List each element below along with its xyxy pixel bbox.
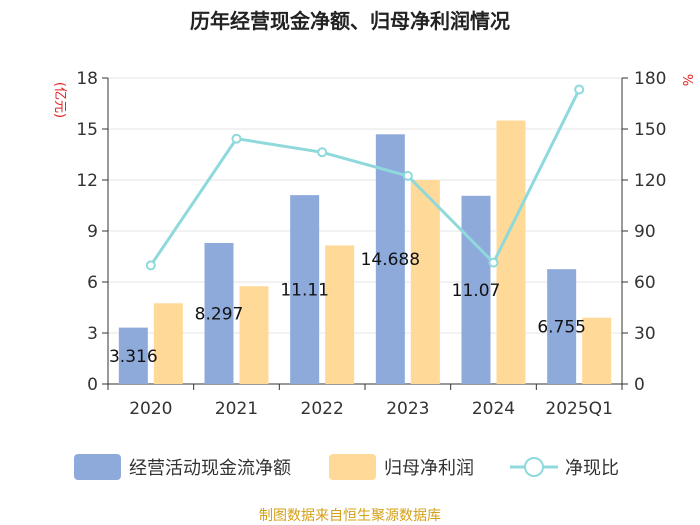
legend-swatch-ratio-marker <box>524 457 544 477</box>
legend-label-net-profit: 归母净利润 <box>384 458 474 479</box>
x-axis-tick-label: 2024 <box>472 399 515 419</box>
right-axis-tick-label: 60 <box>634 273 656 293</box>
legend-swatch-net-profit <box>329 454 376 480</box>
bars <box>118 120 612 384</box>
left-axis-tick-label: 9 <box>87 222 98 242</box>
bar-operating-cashflow <box>461 195 491 384</box>
x-axis-tick-label: 2020 <box>129 399 172 419</box>
data-label: 11.11 <box>280 281 329 301</box>
ratio-line-point <box>488 257 499 268</box>
source-note: 制图数据来自恒生聚源数据库 <box>259 508 441 524</box>
left-axis-tick-label: 15 <box>76 120 98 140</box>
right-axis-tick-label: 30 <box>634 324 656 344</box>
bar-net-profit <box>496 120 526 384</box>
data-label: 11.07 <box>452 281 501 301</box>
chart-title: 历年经营现金净额、归母净利润情况 <box>190 9 510 33</box>
ratio-line <box>145 84 585 271</box>
legend: 经营活动现金流净额 归母净利润 净现比 <box>74 454 619 480</box>
legend-label-ratio: 净现比 <box>565 458 619 479</box>
right-axis-tick-label: 180 <box>634 69 666 89</box>
ratio-line-point <box>231 133 242 144</box>
data-label: 14.688 <box>361 250 420 270</box>
left-axis-tick-label: 0 <box>87 375 98 395</box>
gridlines <box>108 77 622 334</box>
ratio-line-point <box>317 147 328 158</box>
bar-net-profit <box>153 303 183 384</box>
left-axis-tick-label: 6 <box>87 273 98 293</box>
right-axis-tick-label: 0 <box>634 375 645 395</box>
data-label: 8.297 <box>195 304 244 324</box>
x-axis-tick-label: 2023 <box>386 399 429 419</box>
bar-operating-cashflow <box>290 195 320 384</box>
axes: 0 0 3 30 6 60 9 90 12 120 15 150 18 180 2020 2021 2022 20… <box>76 69 666 419</box>
x-axis-tick-label: 2021 <box>215 399 258 419</box>
ratio-line-point <box>574 84 585 95</box>
bar-net-profit <box>582 317 612 384</box>
left-axis-unit: (亿元) <box>52 82 67 118</box>
left-axis-tick-label: 3 <box>87 324 98 344</box>
data-labels: 3.316 8.297 11.11 14.688 11.07 6.755 <box>109 250 586 367</box>
left-axis-tick-label: 12 <box>76 171 98 191</box>
bar-operating-cashflow <box>547 269 577 384</box>
legend-label-operating-cashflow: 经营活动现金流净额 <box>129 458 291 479</box>
left-axis-tick-label: 18 <box>76 69 98 89</box>
bar-net-profit <box>410 180 440 384</box>
ratio-line-point <box>402 170 413 181</box>
right-axis-tick-label: 120 <box>634 171 666 191</box>
bar-operating-cashflow <box>118 327 148 384</box>
data-label: 3.316 <box>109 347 158 367</box>
data-label: 6.755 <box>537 318 586 338</box>
legend-swatch-operating-cashflow <box>74 454 121 480</box>
bar-operating-cashflow <box>204 242 234 384</box>
ratio-line-path <box>149 88 581 267</box>
right-axis-tick-label: 150 <box>634 120 666 140</box>
right-axis-tick-label: 90 <box>634 222 656 242</box>
x-axis-tick-label: 2025Q1 <box>545 399 612 419</box>
ratio-line-point <box>145 260 156 271</box>
bar-net-profit <box>239 286 269 384</box>
bar-operating-cashflow <box>375 134 405 384</box>
x-axis-tick-label: 2022 <box>301 399 344 419</box>
bar-net-profit <box>325 245 355 384</box>
right-axis-unit: % <box>679 74 694 86</box>
